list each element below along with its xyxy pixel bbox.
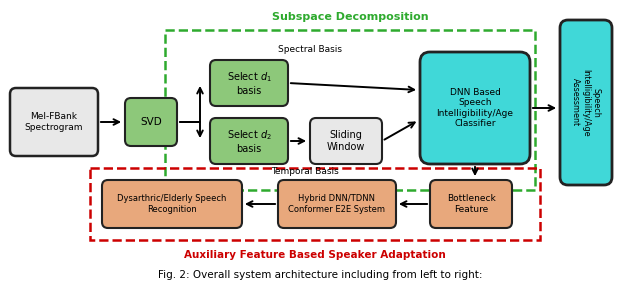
Bar <box>90 168 540 240</box>
Text: Dysarthric/Elderly Speech
Recognition: Dysarthric/Elderly Speech Recognition <box>117 194 227 214</box>
FancyBboxPatch shape <box>10 88 98 156</box>
FancyBboxPatch shape <box>278 180 396 228</box>
FancyBboxPatch shape <box>210 118 288 164</box>
Text: Temporal Basis: Temporal Basis <box>271 168 339 177</box>
Text: SVD: SVD <box>140 117 162 127</box>
Text: Select $d_2$
basis: Select $d_2$ basis <box>227 128 271 154</box>
Text: Fig. 2: Overall system architecture including from left to right:: Fig. 2: Overall system architecture incl… <box>157 270 483 280</box>
Text: DNN Based
Speech
Intelligibility/Age
Classifier: DNN Based Speech Intelligibility/Age Cla… <box>436 88 513 128</box>
Text: Select $d_1$
basis: Select $d_1$ basis <box>227 70 271 96</box>
Text: Sliding
Window: Sliding Window <box>327 130 365 152</box>
Text: Spectral Basis: Spectral Basis <box>278 46 342 55</box>
Text: Auxiliary Feature Based Speaker Adaptation: Auxiliary Feature Based Speaker Adaptati… <box>184 250 446 260</box>
FancyBboxPatch shape <box>560 20 612 185</box>
FancyBboxPatch shape <box>102 180 242 228</box>
FancyBboxPatch shape <box>125 98 177 146</box>
Text: Hybrid DNN/TDNN
Conformer E2E System: Hybrid DNN/TDNN Conformer E2E System <box>289 194 385 214</box>
FancyBboxPatch shape <box>430 180 512 228</box>
Text: Bottleneck
Feature: Bottleneck Feature <box>447 194 495 214</box>
Bar <box>165 30 535 190</box>
FancyBboxPatch shape <box>420 52 530 164</box>
Text: Subspace Decomposition: Subspace Decomposition <box>272 12 428 22</box>
Text: Speech
Intelligibility/Age
Assessment: Speech Intelligibility/Age Assessment <box>571 69 601 136</box>
Text: Mel-FBank
Spectrogram: Mel-FBank Spectrogram <box>25 112 83 132</box>
FancyBboxPatch shape <box>210 60 288 106</box>
FancyBboxPatch shape <box>310 118 382 164</box>
